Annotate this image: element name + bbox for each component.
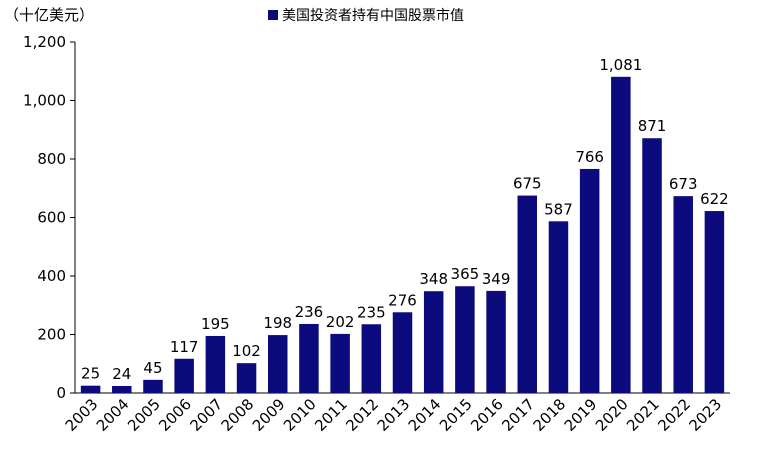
x-tick-label: 2020 [592,395,632,435]
bar [80,385,101,393]
bar [423,291,444,393]
x-tick-label: 2015 [436,395,476,435]
bar [174,358,194,393]
legend-label: 美国投资者持有中国股票市值 [282,8,464,24]
x-tick-label: 2005 [124,395,164,435]
bar [704,211,725,393]
x-tick-label: 2008 [218,395,258,435]
y-tick-label: 0 [56,384,66,402]
bar [392,312,413,393]
x-tick-label: 2011 [311,395,351,435]
data-label: 198 [263,314,292,332]
legend: 美国投资者持有中国股票市值 [268,5,464,25]
data-label: 25 [81,365,100,383]
bar [486,290,506,393]
data-label: 117 [170,338,199,356]
x-tick-label: 2021 [623,395,663,435]
bar [361,324,382,393]
bar [673,196,693,393]
data-label: 102 [232,342,261,360]
x-tick-label: 2019 [561,395,601,435]
y-tick-label: 800 [37,150,66,168]
x-tick-label: 2007 [186,395,226,435]
x-tick-label: 2016 [467,395,507,435]
x-tick-label: 2010 [280,395,320,435]
data-label: 871 [638,117,667,135]
bar [642,138,662,393]
bar [548,221,569,393]
bar [611,76,631,394]
bar [236,363,257,393]
legend-swatch [268,10,278,20]
data-label: 45 [143,359,162,377]
x-tick-label: 2006 [155,395,195,435]
x-tick-label: 2012 [342,395,382,435]
bar [267,335,288,393]
x-tick-label: 2009 [249,395,289,435]
x-tick-label: 2017 [498,395,538,435]
y-tick-label: 600 [37,209,66,227]
data-label: 202 [326,313,355,331]
data-label: 1,081 [599,56,642,74]
x-tick-label: 2003 [62,395,102,435]
data-label: 235 [357,303,386,321]
data-label: 365 [451,265,480,283]
bar [579,168,600,393]
x-tick-label: 2014 [405,395,445,435]
y-unit-label: （十亿美元） [4,6,95,24]
data-label: 587 [544,200,573,218]
x-tick-label: 2018 [530,395,570,435]
data-label: 675 [513,175,542,193]
data-label: 24 [112,365,131,383]
data-label: 236 [295,303,324,321]
bar [330,333,350,393]
data-label: 195 [201,315,230,333]
x-tick-label: 2004 [93,395,133,435]
bar [299,323,319,393]
data-label: 348 [419,270,448,288]
data-label: 276 [388,291,417,309]
bar [517,195,538,393]
x-tick-label: 2023 [686,395,726,435]
data-label: 766 [575,148,604,166]
y-tick-label: 1,200 [23,33,66,51]
bar [112,385,132,393]
bar [205,335,226,393]
y-tick-label: 200 [37,326,66,344]
data-label: 622 [700,190,729,208]
x-tick-label: 2013 [374,395,414,435]
data-label: 349 [482,270,511,288]
bar [143,379,163,393]
data-label: 673 [669,175,698,193]
bar [455,286,475,393]
y-tick-label: 1,000 [23,92,66,110]
x-tick-label: 2022 [654,395,694,435]
y-tick-label: 400 [37,267,66,285]
